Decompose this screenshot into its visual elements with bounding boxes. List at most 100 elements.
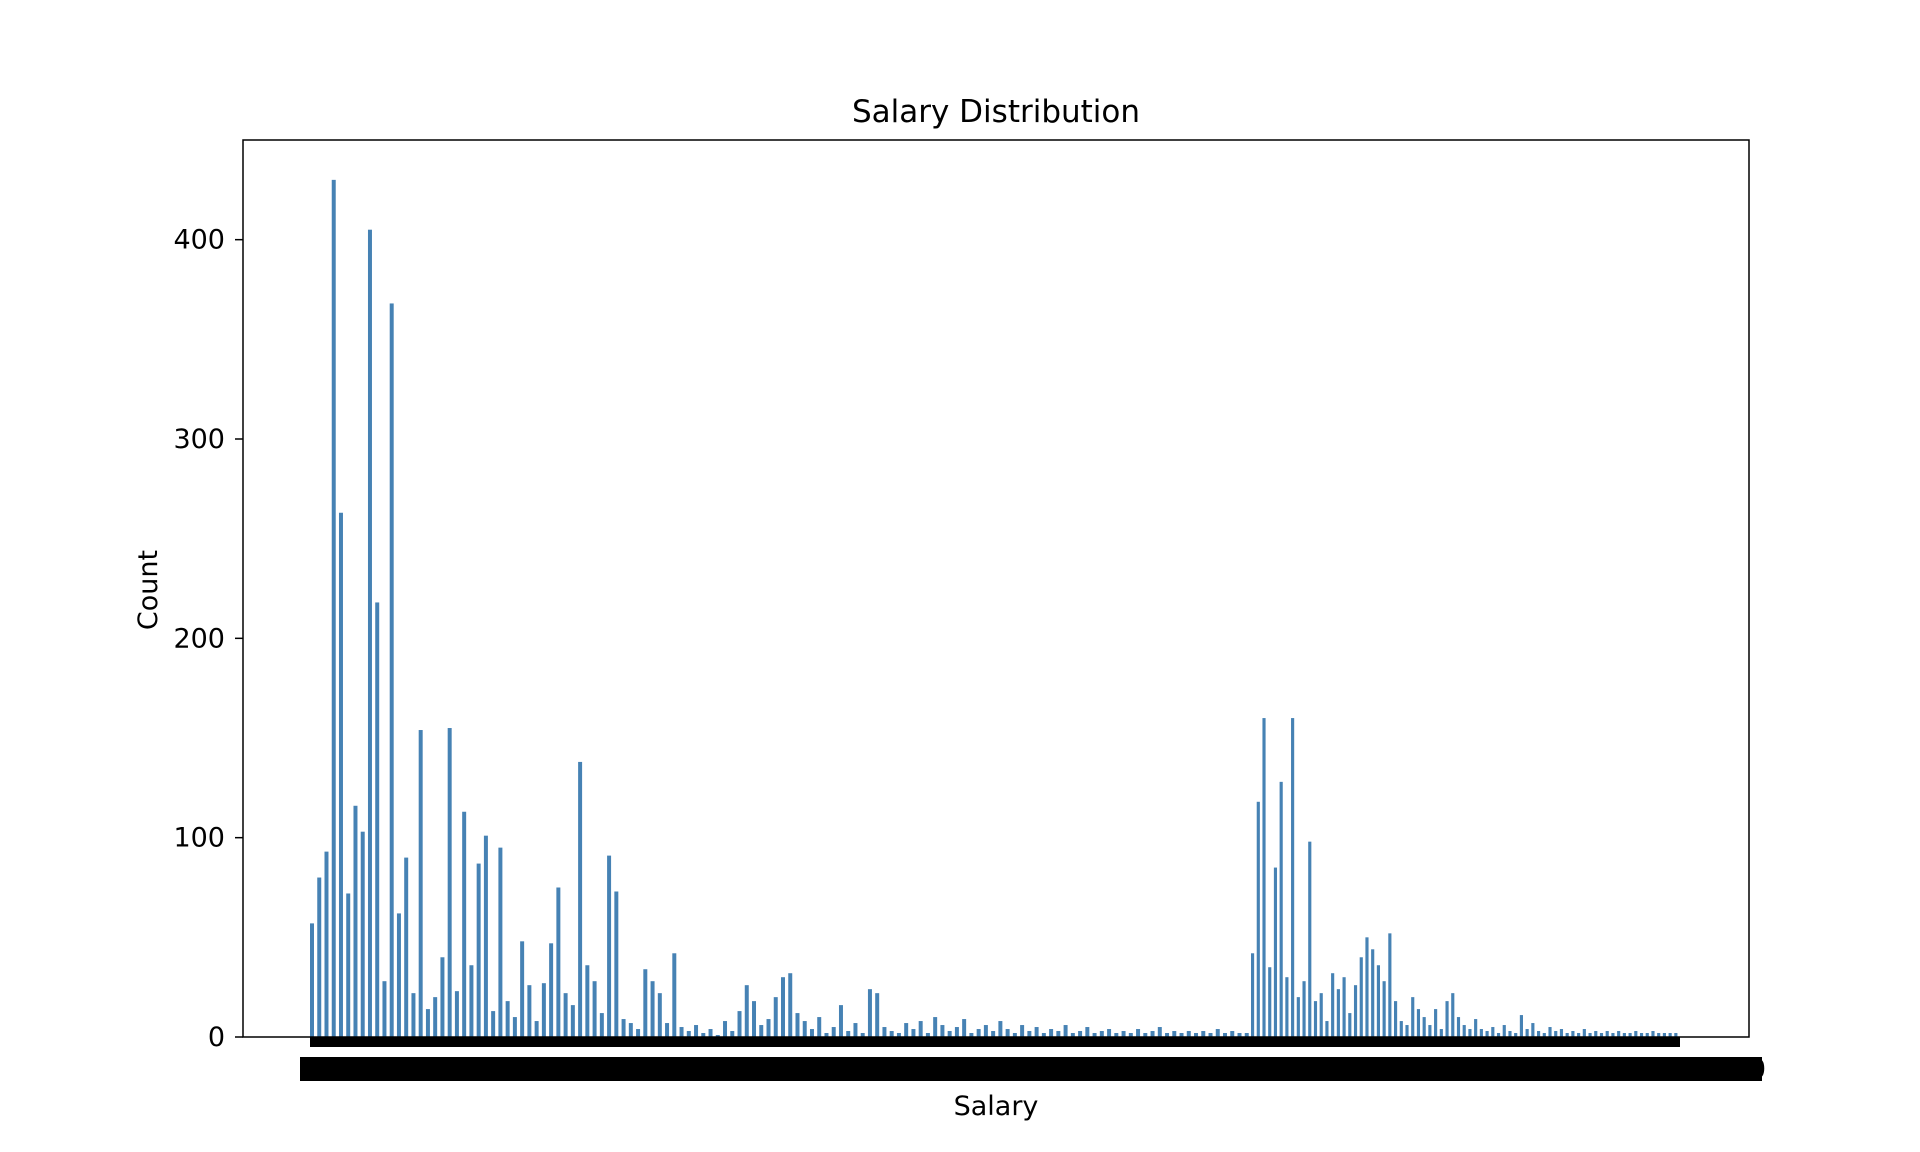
cluster-1-bar xyxy=(1128,1033,1133,1037)
cluster-1-bar xyxy=(1085,1027,1090,1037)
cluster-1-bar xyxy=(585,965,590,1037)
cluster-2-bar xyxy=(1617,1031,1621,1037)
cluster-1-bar xyxy=(628,1023,633,1037)
cluster-1-bar xyxy=(1034,1027,1039,1037)
cluster-2-bar xyxy=(1382,981,1386,1037)
cluster-1-bar xyxy=(947,1031,952,1037)
cluster-1-bar xyxy=(556,887,561,1037)
cluster-2-bar xyxy=(1479,1029,1483,1037)
cluster-1-bar xyxy=(824,1033,829,1037)
cluster-2-bar xyxy=(1456,1017,1461,1037)
cluster-1-bar xyxy=(1078,1031,1083,1037)
cluster-1-bar xyxy=(730,1031,735,1037)
cluster-2-bar xyxy=(1651,1031,1655,1037)
y-tick-label: 400 xyxy=(173,225,225,256)
cluster-2-bar xyxy=(1399,1021,1403,1037)
cluster-1-bar xyxy=(1237,1033,1242,1037)
x-tick-marks-band xyxy=(310,1037,1680,1047)
cluster-1-bar xyxy=(657,993,662,1037)
cluster-1-bar xyxy=(1143,1033,1148,1037)
cluster-1-bar xyxy=(1172,1031,1177,1037)
cluster-2-bar xyxy=(1577,1033,1581,1037)
cluster-1-bar xyxy=(1186,1031,1191,1037)
cluster-1-bar xyxy=(954,1027,959,1037)
cluster-2-bar xyxy=(1599,1033,1604,1037)
cluster-1-bar xyxy=(425,1009,430,1037)
cluster-1-bar xyxy=(643,969,648,1037)
cluster-2-bar xyxy=(1342,977,1346,1037)
cluster-1-bar xyxy=(1136,1029,1141,1037)
y-tick-label: 100 xyxy=(173,823,225,854)
cluster-1-bar xyxy=(773,997,778,1037)
cluster-1-bar xyxy=(781,977,785,1037)
cluster-1-bar xyxy=(1157,1027,1162,1037)
cluster-1-bar xyxy=(998,1021,1003,1037)
cluster-2-bar xyxy=(1365,937,1369,1037)
cluster-1-bar xyxy=(962,1019,967,1037)
cluster-1-bar xyxy=(418,730,423,1037)
cluster-2-bar xyxy=(1508,1031,1512,1037)
cluster-2-bar xyxy=(1582,1029,1586,1037)
cluster-2-bar xyxy=(1371,949,1375,1037)
y-tick-label: 200 xyxy=(173,623,225,654)
cluster-2-bar xyxy=(1657,1033,1661,1037)
cluster-1-bar xyxy=(766,1019,771,1037)
cluster-2-bar xyxy=(1668,1033,1672,1037)
cluster-2-bar xyxy=(1256,801,1260,1037)
cluster-1-bar xyxy=(324,851,329,1037)
cluster-1-bar xyxy=(809,1029,814,1037)
cluster-1-bar xyxy=(991,1031,996,1037)
cluster-1-bar xyxy=(411,993,416,1037)
cluster-1-bar xyxy=(933,1017,938,1037)
cluster-2-bar xyxy=(1434,1009,1438,1037)
cluster-1-bar xyxy=(534,1021,539,1037)
cluster-1-bar xyxy=(592,981,597,1037)
cluster-2-bar xyxy=(1474,1019,1478,1037)
plot-frame xyxy=(242,139,1750,1038)
x-tick-label-fragment: 00 xyxy=(1732,1054,1766,1085)
cluster-2-bar xyxy=(1571,1031,1575,1037)
cluster-1-bar xyxy=(788,973,793,1037)
cluster-2-bar xyxy=(1548,1027,1552,1037)
cluster-1-bar xyxy=(1092,1033,1097,1037)
cluster-1-bar xyxy=(860,1033,865,1037)
cluster-1-bar xyxy=(1244,1033,1249,1037)
cluster-2-bar xyxy=(1559,1029,1564,1037)
cluster-1-bar xyxy=(1027,1031,1032,1037)
cluster-2-bar xyxy=(1422,1017,1426,1037)
cluster-1-bar xyxy=(346,893,351,1037)
y-axis-label: Count xyxy=(133,550,164,630)
cluster-1-bar xyxy=(838,1005,843,1037)
cluster-1-bar xyxy=(846,1031,851,1037)
cluster-1-bar xyxy=(527,985,532,1037)
cluster-2-bar xyxy=(1634,1031,1638,1037)
cluster-2-bar xyxy=(1662,1033,1666,1037)
cluster-1-bar xyxy=(483,835,488,1037)
cluster-1-bar xyxy=(1070,1033,1075,1037)
cluster-1-bar xyxy=(498,847,503,1037)
cluster-1-bar xyxy=(375,602,380,1037)
cluster-1-bar xyxy=(317,877,322,1037)
cluster-1-bar xyxy=(1063,1025,1068,1037)
cluster-1-bar xyxy=(469,965,474,1037)
cluster-1-bar xyxy=(578,761,583,1037)
cluster-2-bar xyxy=(1588,1033,1592,1037)
cluster-1-bar xyxy=(491,1011,496,1037)
cluster-1-bar xyxy=(396,913,401,1037)
cluster-2-bar xyxy=(1331,973,1335,1037)
cluster-2-bar xyxy=(1388,933,1392,1037)
cluster-1-bar xyxy=(1150,1031,1155,1037)
cluster-2-bar xyxy=(1611,1033,1615,1037)
cluster-1-bar xyxy=(976,1029,981,1037)
cluster-1-bar xyxy=(454,991,459,1037)
cluster-1-bar xyxy=(599,1013,604,1037)
cluster-1-bar xyxy=(650,981,655,1037)
cluster-2-bar xyxy=(1451,993,1455,1037)
cluster-2-bar xyxy=(1445,1001,1449,1037)
cluster-2-bar xyxy=(1439,1029,1443,1037)
cluster-2-bar xyxy=(1485,1031,1489,1037)
cluster-2-bar xyxy=(1531,1023,1535,1037)
cluster-1-bar xyxy=(367,229,372,1037)
cluster-2-bar xyxy=(1594,1031,1598,1037)
cluster-1-bar xyxy=(433,997,438,1037)
